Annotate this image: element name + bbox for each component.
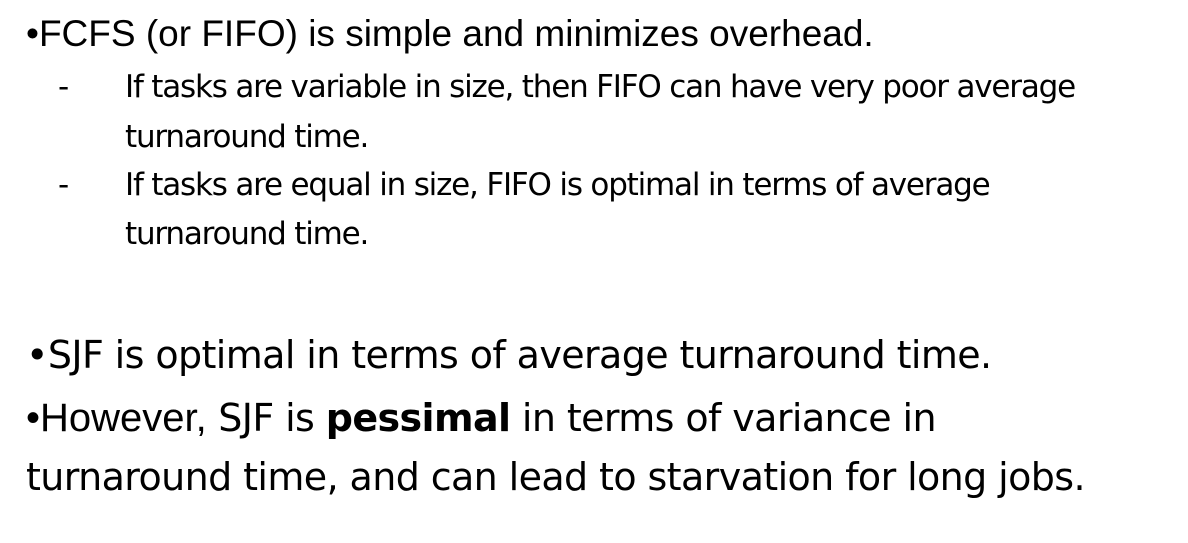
dash-marker: -	[58, 167, 70, 203]
subpoint-equal-size-line1: If tasks are equal in size, FIFO is opti…	[125, 167, 991, 203]
however-prefix: •However,	[26, 396, 207, 440]
bullet-sjf-pessimal-line2: turnaround time, and can lead to starvat…	[26, 455, 1086, 499]
subpoint-variable-size-line2: turnaround time.	[125, 119, 369, 155]
bullet-fcfs: •FCFS (or FIFO) is simple and minimizes …	[26, 13, 874, 54]
pessimal-part1: SJF is	[206, 396, 326, 440]
bullet-sjf-pessimal: •However, SJF is pessimal in terms of va…	[26, 396, 937, 440]
subpoint-variable-size-line1: If tasks are variable in size, then FIFO…	[125, 69, 1076, 105]
dash-marker: -	[58, 69, 70, 105]
bullet-sjf-optimal: •SJF is optimal in terms of average turn…	[26, 333, 992, 377]
pessimal-part2: in terms of variance in	[510, 396, 937, 440]
subpoint-equal-size-line2: turnaround time.	[125, 216, 369, 252]
pessimal-bold-word: pessimal	[325, 396, 511, 440]
